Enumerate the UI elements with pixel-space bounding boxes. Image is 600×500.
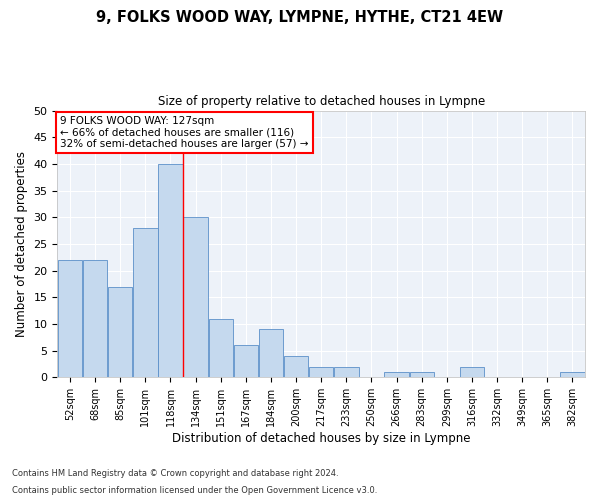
Bar — [334, 366, 359, 378]
Bar — [233, 346, 258, 378]
Bar — [184, 218, 208, 378]
Bar — [83, 260, 107, 378]
Text: Contains public sector information licensed under the Open Government Licence v3: Contains public sector information licen… — [12, 486, 377, 495]
Bar — [410, 372, 434, 378]
Bar — [58, 260, 82, 378]
Text: 9, FOLKS WOOD WAY, LYMPNE, HYTHE, CT21 4EW: 9, FOLKS WOOD WAY, LYMPNE, HYTHE, CT21 4… — [97, 10, 503, 25]
Bar — [385, 372, 409, 378]
Bar — [560, 372, 584, 378]
Bar — [158, 164, 182, 378]
Bar — [309, 366, 334, 378]
Bar — [284, 356, 308, 378]
Bar — [259, 330, 283, 378]
Text: Contains HM Land Registry data © Crown copyright and database right 2024.: Contains HM Land Registry data © Crown c… — [12, 468, 338, 477]
Title: Size of property relative to detached houses in Lympne: Size of property relative to detached ho… — [158, 95, 485, 108]
Bar — [209, 318, 233, 378]
Y-axis label: Number of detached properties: Number of detached properties — [15, 151, 28, 337]
Bar — [108, 286, 133, 378]
Bar — [133, 228, 158, 378]
Bar — [460, 366, 484, 378]
X-axis label: Distribution of detached houses by size in Lympne: Distribution of detached houses by size … — [172, 432, 470, 445]
Text: 9 FOLKS WOOD WAY: 127sqm
← 66% of detached houses are smaller (116)
32% of semi-: 9 FOLKS WOOD WAY: 127sqm ← 66% of detach… — [60, 116, 308, 149]
